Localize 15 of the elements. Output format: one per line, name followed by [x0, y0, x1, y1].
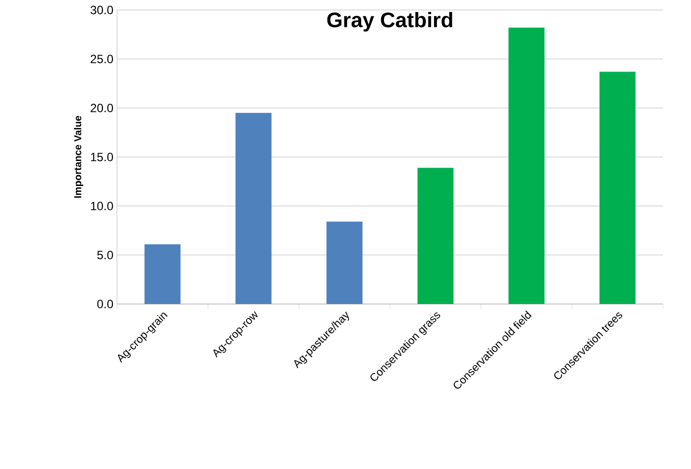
y-tick-label: 30.0	[90, 6, 114, 14]
y-tick-label: 20.0	[90, 104, 114, 112]
bar	[418, 168, 454, 304]
y-tick-label: 0.0	[97, 300, 114, 308]
bar	[508, 28, 544, 304]
bar	[144, 244, 180, 304]
chart-title: Gray Catbird	[327, 12, 452, 32]
y-axis-title: Importance Value	[74, 116, 84, 198]
bar	[600, 72, 636, 304]
y-tick-label: 10.0	[91, 202, 114, 210]
y-tick-label: 5.0	[97, 250, 114, 260]
y-tick-label: 15.0	[91, 152, 114, 162]
bar	[236, 112, 272, 304]
y-tick-label: 25.0	[90, 54, 114, 64]
bar	[326, 222, 362, 304]
